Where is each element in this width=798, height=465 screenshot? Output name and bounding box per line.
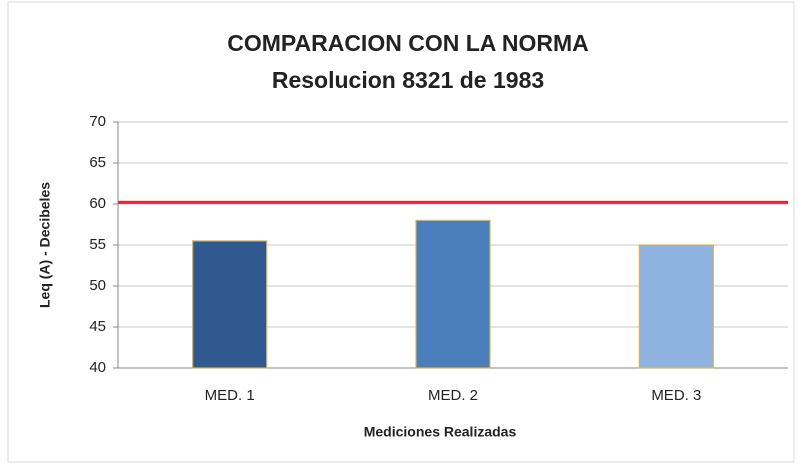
- chart-frame: [7, 1, 795, 463]
- y-tick-label: 70: [89, 113, 106, 130]
- y-tick-label: 50: [89, 277, 106, 294]
- x-tick-label: MED. 3: [651, 387, 701, 404]
- bar: [638, 244, 714, 369]
- y-tick-label: 65: [89, 154, 106, 171]
- y-tick-label: 60: [89, 195, 106, 212]
- y-tick-label: 55: [89, 236, 106, 253]
- chart-subtitle: Resolucion 8321 de 1983: [272, 67, 544, 93]
- y-axis-title: Leq (A) - Decibeles: [37, 182, 53, 308]
- chart-title: COMPARACION CON LA NORMA: [227, 30, 589, 56]
- bar: [192, 240, 268, 369]
- x-axis-title: Mediciones Realizadas: [364, 424, 517, 440]
- x-tick-label: MED. 1: [205, 387, 255, 404]
- x-tick-label: MED. 2: [428, 387, 478, 404]
- bar: [415, 219, 491, 369]
- y-tick-label: 40: [89, 359, 106, 376]
- y-tick-label: 45: [89, 318, 106, 335]
